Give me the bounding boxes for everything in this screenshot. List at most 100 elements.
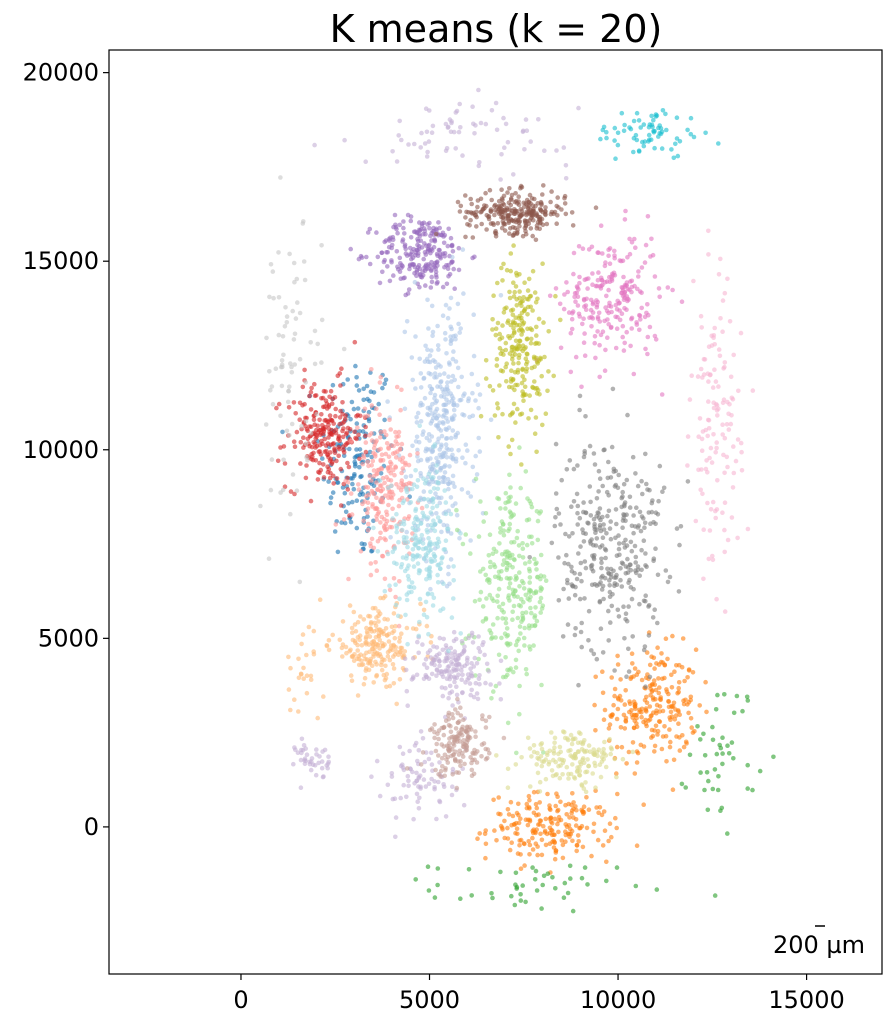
data-point [701, 527, 706, 532]
data-point [491, 546, 497, 552]
data-point [336, 453, 342, 459]
data-point [409, 256, 414, 262]
data-point [425, 515, 431, 520]
data-point [570, 223, 576, 228]
data-point [408, 584, 414, 590]
data-point [567, 815, 572, 820]
data-point [370, 458, 376, 464]
data-point [607, 526, 613, 531]
data-point [326, 647, 332, 653]
data-point [291, 260, 297, 266]
data-point [706, 778, 711, 784]
data-point [369, 454, 375, 460]
data-point [432, 260, 438, 266]
data-point [509, 348, 515, 353]
data-point [443, 767, 448, 773]
data-point [456, 448, 461, 453]
data-point [594, 805, 599, 810]
data-point [403, 474, 409, 480]
data-point [720, 735, 725, 740]
data-point [617, 693, 623, 699]
data-point [405, 212, 411, 218]
data-point [599, 812, 605, 818]
data-point [317, 460, 322, 466]
data-point [465, 672, 471, 677]
data-point [635, 567, 641, 573]
data-point [469, 767, 475, 773]
data-point [399, 137, 404, 143]
data-point [428, 489, 433, 495]
data-point [700, 375, 705, 380]
data-point [426, 139, 432, 144]
data-point [421, 429, 426, 434]
data-point [351, 609, 357, 615]
data-point [729, 740, 735, 745]
data-point [483, 725, 489, 730]
data-point [403, 246, 409, 252]
data-point [593, 355, 598, 361]
data-point [520, 615, 526, 621]
data-point [688, 697, 693, 703]
data-point [609, 675, 614, 680]
data-point [503, 216, 509, 221]
data-point [527, 580, 532, 585]
data-point [539, 763, 545, 769]
data-point [583, 565, 589, 571]
data-point [456, 267, 462, 273]
data-point [426, 888, 432, 893]
data-point [440, 693, 446, 699]
data-point [325, 469, 331, 475]
data-point [621, 274, 626, 280]
data-point [415, 410, 421, 416]
data-point [440, 555, 445, 560]
data-point [639, 710, 644, 715]
data-point [536, 812, 541, 817]
data-point [391, 611, 397, 616]
data-point [716, 272, 722, 277]
data-point [614, 774, 619, 780]
data-point [534, 333, 539, 338]
data-point [576, 551, 581, 556]
data-point [644, 481, 649, 487]
x-axis: 0 5000 10000 15000 [233, 974, 845, 1014]
data-point [497, 541, 502, 546]
data-point [619, 110, 625, 116]
data-point [509, 192, 515, 198]
data-point [364, 625, 369, 631]
data-point [554, 791, 559, 796]
data-point [495, 320, 501, 326]
data-point [334, 458, 339, 464]
data-point [472, 254, 477, 260]
data-point [504, 565, 510, 570]
data-point [577, 772, 582, 778]
data-point [350, 481, 355, 487]
data-point [722, 527, 727, 533]
data-point [391, 576, 397, 581]
data-point [626, 580, 631, 585]
data-point [492, 212, 497, 218]
data-point [567, 458, 573, 463]
data-point [725, 399, 730, 405]
data-point [354, 498, 360, 504]
data-point [632, 666, 638, 671]
data-point [319, 360, 324, 365]
data-point [593, 785, 598, 790]
data-point [420, 546, 426, 552]
data-point [542, 354, 547, 360]
data-point [437, 372, 443, 378]
data-point [632, 543, 638, 549]
data-point [384, 250, 389, 255]
data-point [498, 530, 503, 535]
data-point [368, 544, 374, 549]
data-point [653, 687, 659, 693]
data-point [473, 213, 479, 218]
data-point [477, 449, 483, 454]
data-point [592, 521, 597, 527]
data-point [410, 553, 416, 558]
x-tick-label: 15000 [768, 986, 844, 1014]
data-point [596, 511, 601, 516]
data-point [410, 769, 415, 775]
data-point [706, 252, 711, 257]
data-point [386, 244, 392, 250]
data-point [610, 712, 615, 717]
